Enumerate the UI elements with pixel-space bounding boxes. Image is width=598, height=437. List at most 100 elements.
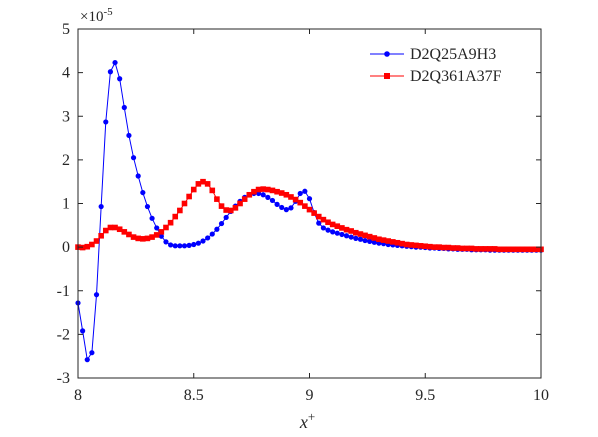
data-point (89, 350, 95, 356)
data-point (269, 197, 276, 204)
data-point (371, 239, 377, 245)
data-point (362, 232, 368, 239)
data-point (274, 201, 280, 207)
axis-ticks: 8 8.5 9 9.5 10 -3 -2 -1 0 1 2 3 4 5 (57, 21, 549, 404)
data-point (172, 213, 179, 220)
data-point (334, 230, 340, 236)
data-point (195, 181, 202, 187)
data-point (232, 205, 239, 211)
data-point (200, 238, 206, 244)
data-point (98, 232, 104, 239)
data-point (357, 236, 364, 242)
legend-label: D2Q25A9H3 (410, 46, 496, 63)
data-point (269, 187, 276, 194)
data-point (417, 243, 424, 249)
data-point (297, 190, 303, 197)
data-point (103, 119, 109, 125)
data-point (135, 173, 141, 179)
data-point (144, 203, 151, 210)
y-tick-label: -1 (57, 283, 70, 300)
data-point (218, 220, 225, 227)
data-point (121, 229, 128, 235)
data-point (172, 243, 178, 249)
data-point (246, 191, 253, 198)
data-point (334, 223, 341, 229)
data-point (288, 194, 294, 200)
data-point (343, 226, 350, 233)
data-point (112, 224, 118, 231)
plot-area (78, 29, 541, 378)
x-tick-label: 9 (306, 387, 314, 404)
data-point (80, 328, 86, 334)
data-point (126, 132, 132, 139)
data-point (265, 186, 271, 193)
data-point (362, 237, 368, 244)
data-point (121, 104, 127, 111)
data-point (459, 245, 466, 252)
data-point (528, 246, 535, 253)
data-point (302, 188, 308, 194)
data-point (200, 178, 206, 185)
series-2 (75, 178, 544, 253)
y-axis-exponent: ×10-5 (80, 6, 113, 25)
plot-background (78, 29, 541, 378)
y-tick-label: 1 (62, 196, 70, 213)
data-point (297, 199, 304, 206)
data-point (427, 243, 433, 250)
data-point (491, 246, 498, 252)
data-point (320, 216, 327, 223)
data-point (464, 245, 470, 252)
data-point (366, 233, 373, 240)
data-point (237, 200, 243, 207)
data-point (154, 225, 160, 231)
data-point (278, 190, 285, 196)
y-tick-label: -3 (57, 370, 70, 387)
legend-marker-square (384, 73, 390, 79)
data-point (413, 242, 419, 249)
data-point (223, 207, 229, 213)
data-point (533, 246, 540, 253)
data-point (505, 246, 512, 253)
data-point (107, 224, 114, 231)
data-point (260, 186, 266, 192)
data-point (218, 203, 225, 209)
data-point (144, 235, 151, 242)
data-point (311, 210, 317, 216)
data-point (487, 246, 493, 252)
data-point (399, 240, 405, 247)
data-point (315, 213, 322, 220)
data-point (478, 246, 484, 252)
data-point (353, 229, 359, 236)
data-point (209, 231, 215, 237)
data-point (158, 229, 165, 235)
x-tick-label: 10 (533, 387, 549, 404)
data-point (116, 226, 123, 233)
data-point (265, 194, 271, 200)
data-point (140, 236, 146, 242)
y-tick-label: 0 (62, 239, 70, 256)
series-layer (75, 59, 544, 363)
data-point (149, 234, 155, 240)
data-point (214, 196, 220, 202)
data-point (357, 231, 364, 237)
data-point (223, 214, 229, 221)
data-point (422, 243, 429, 250)
y-tick-label: 4 (62, 65, 70, 82)
data-point (181, 200, 188, 207)
data-point (279, 204, 285, 211)
data-point (339, 225, 345, 231)
data-point (93, 238, 100, 244)
data-point (385, 238, 392, 244)
legend: D2Q25A9H3 D2Q361A37F (370, 46, 502, 85)
data-point (283, 191, 290, 198)
legend-entry-series-2: D2Q361A37F (370, 68, 502, 85)
data-point (394, 239, 401, 246)
data-point (510, 246, 517, 253)
data-point (306, 206, 313, 213)
data-point (408, 242, 415, 248)
data-point (190, 186, 197, 193)
data-point (436, 244, 442, 250)
data-point (274, 188, 280, 195)
data-point (390, 239, 396, 245)
